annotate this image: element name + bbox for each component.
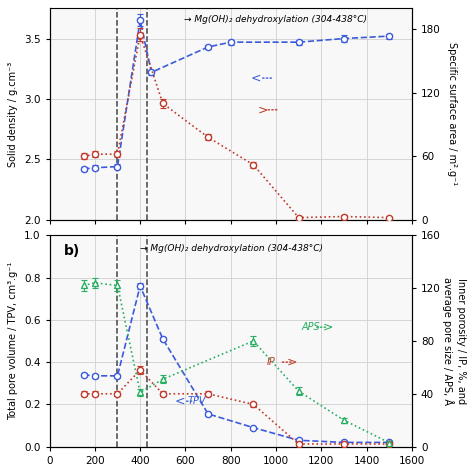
Text: <: <	[251, 72, 261, 84]
Text: >: >	[258, 103, 268, 116]
Y-axis label: Solid density / g.cm⁻³: Solid density / g.cm⁻³	[9, 62, 18, 167]
Text: >: >	[287, 356, 297, 369]
Text: IP: IP	[267, 357, 276, 367]
Text: APS: APS	[301, 322, 320, 332]
Y-axis label: Inner porosity / IP, %, and
average pore size / APS, Å: Inner porosity / IP, %, and average pore…	[442, 277, 465, 405]
Text: → Mg(OH)₂ dehydroxylation (304-438°C): → Mg(OH)₂ dehydroxylation (304-438°C)	[183, 15, 366, 24]
Text: >: >	[323, 321, 334, 334]
Text: <: <	[174, 395, 185, 408]
Text: b): b)	[64, 244, 80, 258]
Text: → Mg(OH)₂ dehydroxylation (304-438°C): → Mg(OH)₂ dehydroxylation (304-438°C)	[140, 244, 323, 253]
Y-axis label: Specific surface area / m².g⁻¹: Specific surface area / m².g⁻¹	[447, 43, 457, 186]
Text: TPV: TPV	[187, 396, 206, 406]
Y-axis label: Total pore volume / TPV, cm³.g⁻¹: Total pore volume / TPV, cm³.g⁻¹	[9, 262, 18, 420]
